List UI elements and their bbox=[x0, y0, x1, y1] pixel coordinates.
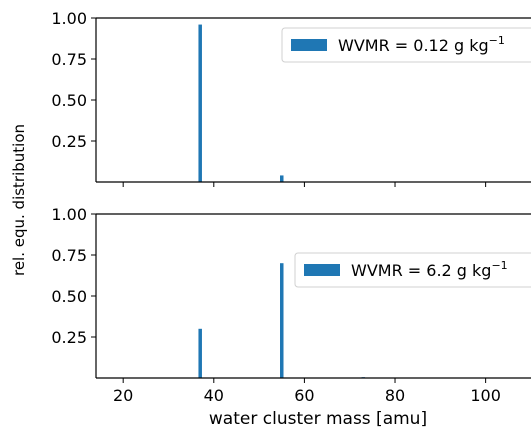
legend-swatch bbox=[304, 264, 340, 276]
y-tick-label: 0.75 bbox=[51, 246, 87, 265]
y-tick-label: 1.00 bbox=[51, 9, 87, 28]
y-tick-label: 0.50 bbox=[51, 287, 87, 306]
x-tick-label: 60 bbox=[294, 386, 314, 405]
x-tick-label: 20 bbox=[113, 386, 133, 405]
legend-swatch bbox=[291, 39, 327, 51]
x-tick-label: 100 bbox=[470, 386, 501, 405]
y-tick-label: 0.50 bbox=[51, 91, 87, 110]
bar bbox=[198, 328, 202, 378]
y-tick-label: 0.75 bbox=[51, 50, 87, 69]
legend-label: WVMR = 0.12 g kg−1 bbox=[338, 34, 505, 55]
bar bbox=[280, 175, 284, 182]
y-axis-label: rel. equ. distribution bbox=[10, 124, 28, 276]
x-tick-label: 40 bbox=[204, 386, 224, 405]
bar bbox=[280, 263, 284, 378]
y-tick-label: 1.00 bbox=[51, 205, 87, 224]
top-panel: 1.00 0.75 0.50 0.25 WVMR = 0.12 g kg−1 bbox=[51, 9, 531, 187]
y-tick-label: 0.25 bbox=[51, 328, 87, 347]
y-tick-label: 0.25 bbox=[51, 132, 87, 151]
bottom-panel: 1.00 0.75 0.50 0.25 20 40 60 80 100 WVMR = 6.2 g … bbox=[51, 205, 531, 405]
legend-box bbox=[281, 27, 531, 63]
x-axis-label: water cluster mass [amu] bbox=[209, 409, 427, 429]
legend-label: WVMR = 6.2 g kg−1 bbox=[351, 259, 508, 280]
bar bbox=[198, 24, 202, 183]
legend-box bbox=[294, 252, 531, 288]
x-tick-label: 80 bbox=[385, 386, 405, 405]
